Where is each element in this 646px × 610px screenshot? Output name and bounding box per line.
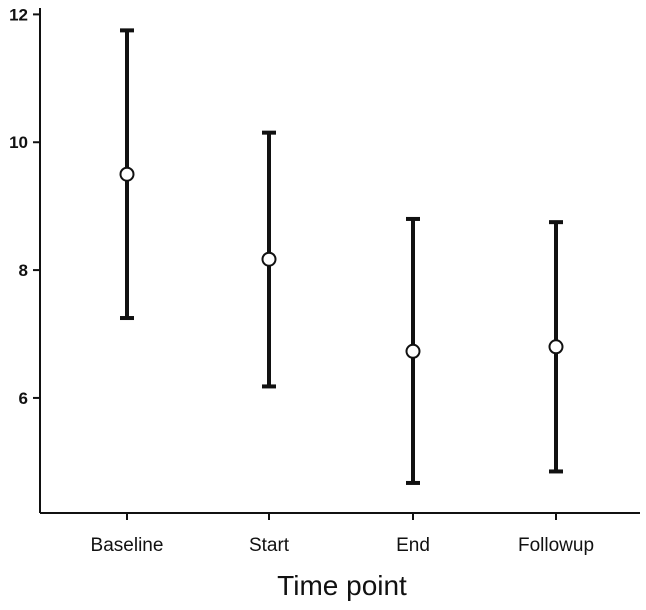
mean-point: [261, 251, 277, 267]
mean-point: [405, 343, 421, 359]
y-tick-label: 6: [19, 389, 28, 408]
x-tick-label: Start: [249, 535, 290, 556]
y-tick-label: 12: [9, 5, 28, 24]
mean-point: [548, 339, 564, 355]
x-tick-label: Baseline: [91, 535, 164, 556]
mean-point: [119, 166, 135, 182]
axes-group: 6 8 10 12 Baseline Start End Followup: [9, 5, 640, 556]
marks-group: [119, 28, 564, 485]
y-tick-label: 10: [9, 133, 28, 152]
x-tick-label: Followup: [518, 535, 594, 556]
x-axis-title: Time point: [277, 570, 407, 601]
y-tick-label: 8: [19, 261, 28, 280]
x-tick-label: End: [396, 535, 430, 556]
